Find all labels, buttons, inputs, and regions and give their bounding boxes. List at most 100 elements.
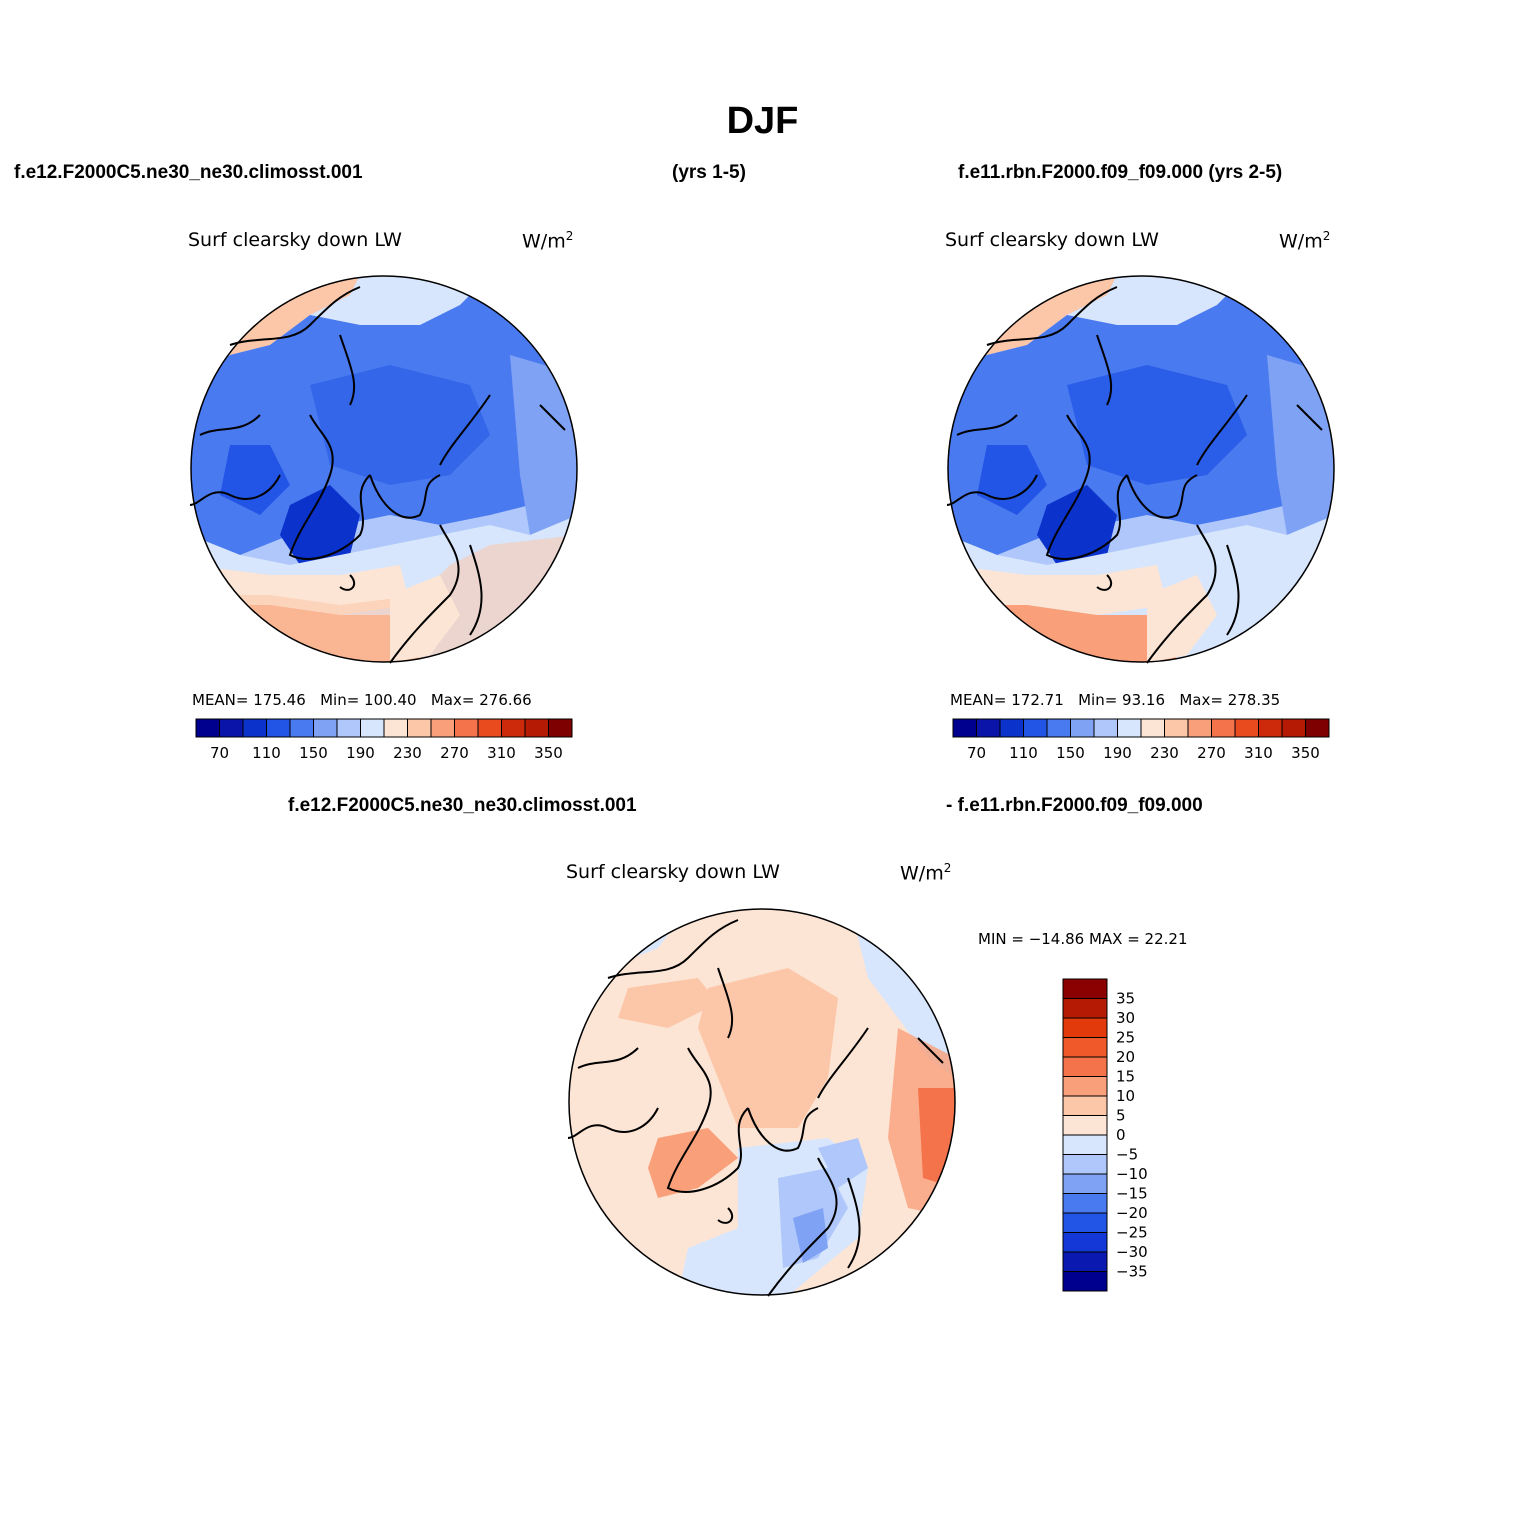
panel2-variable: Surf clearsky down LW [945,229,1159,251]
panel1-stats: MEAN= 175.46 Min= 100.40 Max= 276.66 [192,691,532,709]
colorbar-box [1258,718,1283,738]
colorbar-tick-label: 5 [1116,1107,1126,1125]
colorbar-box [1062,1095,1108,1116]
colorbar-tick-label: −20 [1116,1204,1148,1222]
colorbar-tick-label: 270 [440,744,469,762]
colorbar-box [1023,718,1048,738]
colorbar-box [1062,1193,1108,1214]
colorbar-tick-label: −10 [1116,1165,1148,1183]
colorbar-box [1117,718,1142,738]
colorbar-tick-label: −25 [1116,1224,1148,1242]
colorbar-tick-label: 310 [487,744,516,762]
colorbar-box [1062,1154,1108,1175]
colorbar-box [1234,718,1259,738]
colorbar-tick-label: 150 [1056,744,1085,762]
colorbar-tick-label: 70 [210,744,229,762]
colorbar-tick-label: 150 [299,744,328,762]
panel2-stats: MEAN= 172.71 Min= 93.16 Max= 278.35 [950,691,1281,709]
colorbar-box [524,718,549,738]
colorbar-box [1062,1232,1108,1253]
panel1-variable: Surf clearsky down LW [188,229,402,251]
colorbar-tick-label: −35 [1116,1263,1148,1281]
panel2-units: W/m2 [1279,229,1331,253]
map-panel1 [189,275,578,664]
diff-case-a: f.e12.F2000C5.ne30_ne30.climosst.001 [288,795,637,816]
colorbar-tick-label: 110 [252,744,281,762]
colorbar-box [1062,1056,1108,1077]
colorbar-tick-label: 350 [534,744,563,762]
colorbar-tick-label: 10 [1116,1087,1135,1105]
colorbar-tick-label: 310 [1244,744,1273,762]
colorbar-tick-label: 25 [1116,1029,1135,1047]
colorbar-box [1211,718,1236,738]
colorbar-box [1093,718,1118,738]
colorbar-box [1062,998,1108,1019]
colorbar-box [1062,1076,1108,1097]
colorbar-box [1305,718,1330,738]
colorbar-box [1062,1115,1108,1136]
colorbar-box [477,718,502,738]
page-title: DJF [726,100,799,142]
colorbar-tick-label: 230 [1150,744,1179,762]
colorbar-box [195,718,220,738]
colorbar-box [999,718,1024,738]
colorbar-box [1062,1017,1108,1038]
colorbar-box [1062,1212,1108,1233]
colorbar-box [1070,718,1095,738]
colorbar-tick-label: 270 [1197,744,1226,762]
colorbar-box [289,718,314,738]
colorbar-panel2: 70 110 150 190 230 270 310 350 [952,718,1330,762]
colorbar-box [313,718,338,738]
colorbar-box [336,718,361,738]
colorbar-box [219,718,244,738]
case-name-right: f.e11.rbn.F2000.f09_f09.000 (yrs 2-5) [958,162,1283,183]
colorbar-box [1187,718,1212,738]
diff-case-b: - f.e11.rbn.F2000.f09_f09.000 [946,795,1203,816]
diff-units: W/m2 [900,861,952,885]
colorbar-box [548,718,573,738]
colorbar-box [360,718,385,738]
colorbar-box [1140,718,1165,738]
colorbar-tick-label: 70 [967,744,986,762]
colorbar-box [1062,1173,1108,1194]
colorbar-box [242,718,267,738]
colorbar-box [1062,1134,1108,1155]
colorbar-box [430,718,455,738]
colorbar-tick-label: 0 [1116,1126,1126,1144]
diff-variable: Surf clearsky down LW [566,861,780,883]
colorbar-tick-label: 20 [1116,1048,1135,1066]
colorbar-box [1062,1037,1108,1058]
colorbar-box [454,718,479,738]
colorbar-box [1062,978,1108,999]
colorbar-tick-label: 110 [1009,744,1038,762]
colorbar-tick-label: 30 [1116,1009,1135,1027]
colorbar-box [501,718,526,738]
colorbar-box [1062,1271,1108,1292]
colorbar-box [976,718,1001,738]
colorbar-tick-label: −15 [1116,1185,1148,1203]
colorbar-box [1062,1251,1108,1272]
colorbar-tick-label: 350 [1291,744,1320,762]
panel1-units: W/m2 [522,229,574,253]
colorbar-tick-label: 190 [346,744,375,762]
colorbar-box [383,718,408,738]
colorbar-tick-label: −30 [1116,1243,1148,1261]
diff-minmax: MIN = −14.86 MAX = 22.21 [978,930,1188,948]
colorbar-box [266,718,291,738]
map-difference [567,908,956,1297]
colorbar-box [1164,718,1189,738]
colorbar-box [952,718,977,738]
colorbar-box [1046,718,1071,738]
colorbar-tick-label: 15 [1116,1068,1135,1086]
colorbar-tick-label: 190 [1103,744,1132,762]
colorbar-tick-label: 230 [393,744,422,762]
years-left: (yrs 1-5) [672,162,746,183]
colorbar-box [407,718,432,738]
case-name-left: f.e12.F2000C5.ne30_ne30.climosst.001 [14,162,363,183]
colorbar-box [1281,718,1306,738]
colorbar-tick-label: 35 [1116,990,1135,1008]
map-panel2 [946,275,1335,664]
colorbar-panel1: 70 110 150 190 230 270 310 350 [195,718,573,762]
colorbar-tick-label: −5 [1116,1146,1138,1164]
